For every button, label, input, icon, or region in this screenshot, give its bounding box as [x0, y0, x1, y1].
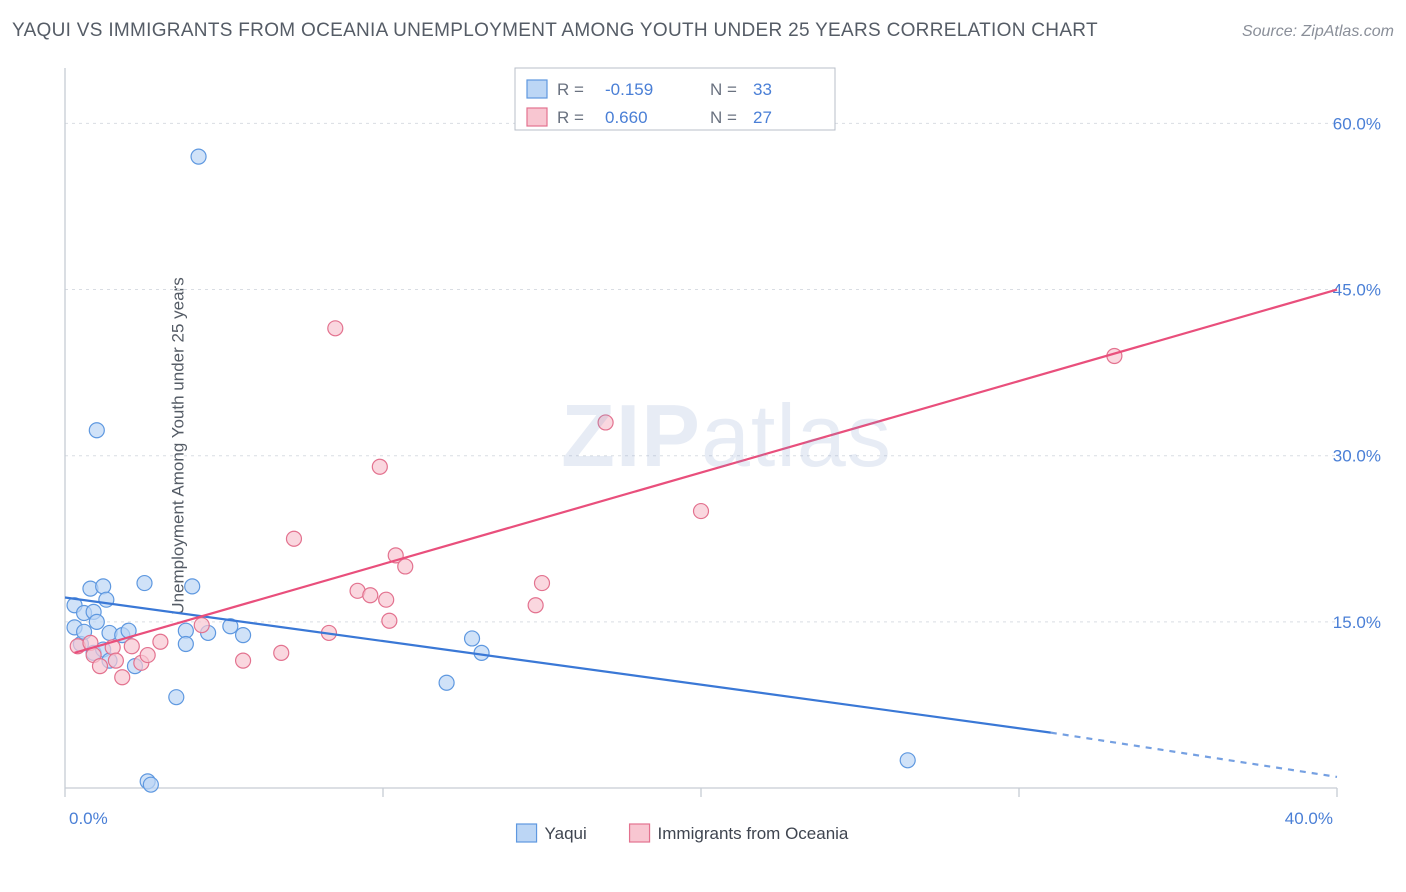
svg-text:40.0%: 40.0% — [1285, 809, 1333, 828]
svg-text:N =: N = — [710, 108, 737, 127]
svg-text:Immigrants from Oceania: Immigrants from Oceania — [658, 824, 849, 843]
svg-text:33: 33 — [753, 80, 772, 99]
svg-text:45.0%: 45.0% — [1333, 281, 1381, 300]
svg-text:0.660: 0.660 — [605, 108, 648, 127]
svg-text:R =: R = — [557, 80, 584, 99]
svg-text:Yaqui: Yaqui — [545, 824, 587, 843]
svg-text:60.0%: 60.0% — [1333, 114, 1381, 133]
source-attribution: Source: ZipAtlas.com — [1242, 23, 1394, 41]
svg-text:N =: N = — [710, 80, 737, 99]
svg-text:27: 27 — [753, 108, 772, 127]
svg-text:-0.159: -0.159 — [605, 80, 653, 99]
svg-text:15.0%: 15.0% — [1333, 613, 1381, 632]
chart-container: 15.0% 30.0% 45.0% 60.0% 0.0% 40.0% R = -0.159 N … — [55, 58, 1386, 862]
svg-text:R =: R = — [557, 108, 584, 127]
chart-title: YAQUI VS IMMIGRANTS FROM OCEANIA UNEMPLO… — [12, 20, 1098, 42]
correlation-chart: 15.0% 30.0% 45.0% 60.0% 0.0% 40.0% R = -0.159 N … — [55, 58, 1386, 862]
svg-text:0.0%: 0.0% — [69, 809, 108, 828]
svg-text:30.0%: 30.0% — [1333, 447, 1381, 466]
